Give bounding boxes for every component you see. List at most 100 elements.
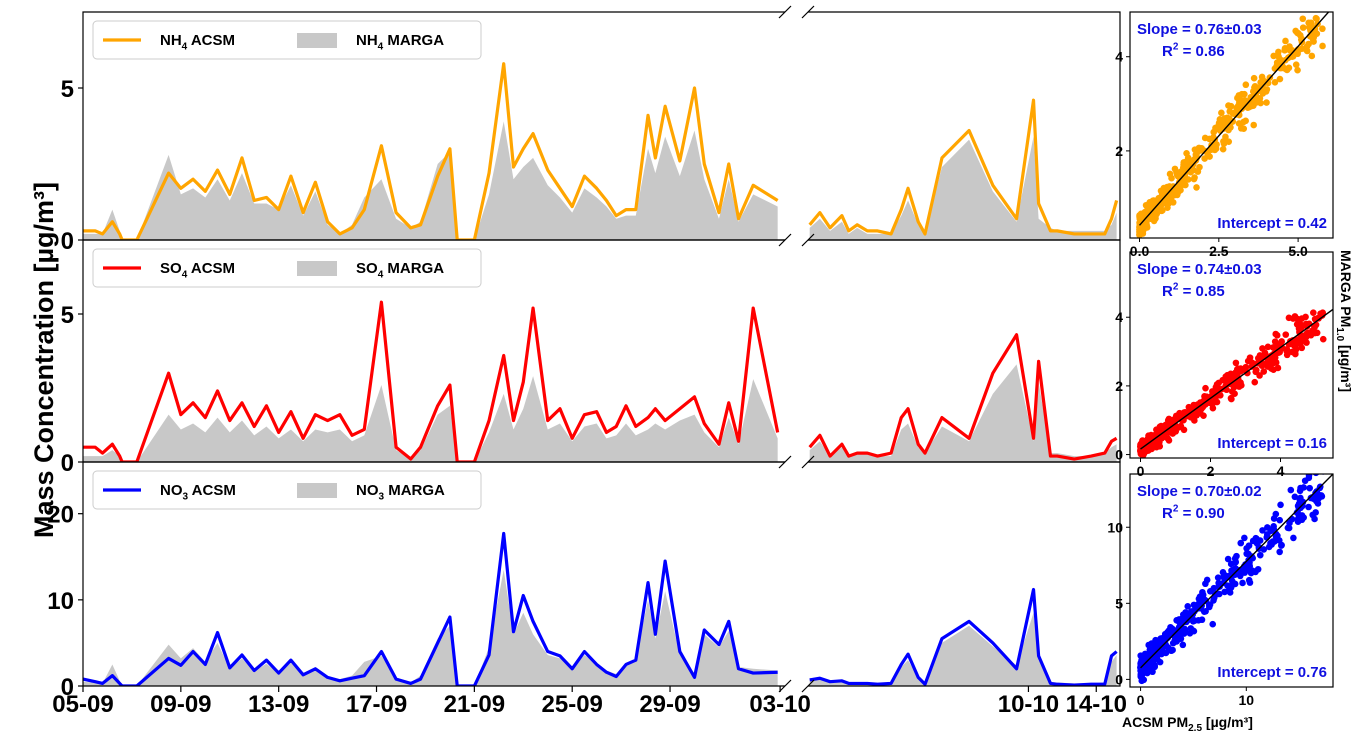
- legend-box: [92, 470, 482, 510]
- marga-area-so4-b: [809, 364, 1117, 462]
- scatter-point: [1314, 500, 1322, 507]
- scatter-y-label: MARGA PM1.0 [µg/m³]: [1334, 250, 1354, 392]
- panel-nh4: 0 5 NH4 ACSM NH4 MARGA: [61, 5, 1121, 255]
- x-tick-label: 09-09: [150, 691, 211, 718]
- legend-box: [92, 20, 482, 60]
- x-tick-label: 14-10: [1066, 691, 1127, 718]
- scatter-point: [1256, 352, 1264, 359]
- scatter-nh4: 0.0 2.5 5.0 2 4 Slope = 0.76±0.03 R2 = 0.86 Int…: [1115, 11, 1334, 259]
- scatter-point: [1219, 145, 1227, 153]
- scatter-point: [1209, 404, 1217, 412]
- scatter-point: [1149, 197, 1157, 204]
- intercept-annotation: Intercept = 0.16: [1217, 435, 1327, 452]
- legend-label-marga: NH4 MARGA: [356, 32, 444, 53]
- scatter-point: [1187, 625, 1195, 632]
- scatter-x-tick-label: 10: [1239, 692, 1255, 708]
- scatter-point: [1203, 393, 1210, 401]
- scatter-point: [1294, 515, 1302, 523]
- scatter-point: [1142, 222, 1149, 229]
- scatter-point: [1275, 53, 1282, 61]
- legend-box: [92, 248, 482, 288]
- scatter-point: [1270, 515, 1278, 522]
- scatter-point: [1237, 101, 1245, 109]
- scatter-point: [1292, 350, 1299, 358]
- scatter-point: [1286, 519, 1293, 527]
- scatter-point: [1155, 643, 1162, 650]
- scatter-point: [1215, 379, 1223, 387]
- scatter-point: [1231, 555, 1239, 562]
- scatter-point: [1203, 576, 1211, 584]
- scatter-point: [1292, 345, 1300, 353]
- scatter-point: [1311, 25, 1319, 33]
- scatter-point: [1319, 25, 1326, 33]
- scatter-point: [1183, 149, 1190, 157]
- scatter-point: [1137, 672, 1145, 679]
- scatter-point: [1146, 662, 1154, 669]
- scatter-x-tick-label: 5.0: [1288, 243, 1308, 259]
- scatter-point: [1287, 486, 1295, 494]
- scatter-point: [1276, 75, 1284, 83]
- slope-annotation: Slope = 0.76±0.03: [1137, 21, 1262, 38]
- fit-line: [1138, 12, 1330, 226]
- marga-area-no3-b: [809, 612, 1117, 686]
- scatter-point: [1237, 539, 1245, 547]
- scatter-point: [1263, 86, 1271, 93]
- scatter-point: [1244, 565, 1252, 573]
- r2-annotation: R2 = 0.86: [1162, 41, 1225, 60]
- frame-right-so4: [808, 239, 1121, 463]
- scatter-point: [1305, 40, 1312, 48]
- scatter-point: [1137, 210, 1145, 218]
- scatter-point: [1224, 114, 1231, 122]
- acsm-line-no3-b: [809, 587, 1118, 686]
- scatter-point: [1181, 172, 1189, 179]
- scatter-point: [1220, 579, 1227, 587]
- frame-left-no3: [82, 461, 785, 687]
- scatter-point: [1175, 181, 1183, 189]
- scatter-point: [1148, 215, 1155, 222]
- scatter-point: [1260, 546, 1268, 553]
- legend-bar-swatch: [297, 33, 337, 48]
- scatter-point: [1137, 652, 1145, 659]
- scatter-point: [1173, 191, 1181, 199]
- scatter-point: [1312, 509, 1319, 516]
- scatter-point: [1158, 424, 1166, 431]
- scatter-point: [1253, 88, 1261, 95]
- scatter-point: [1156, 443, 1164, 450]
- y-tick-label: 5: [61, 76, 74, 103]
- scatter-point: [1187, 608, 1195, 615]
- scatter-point: [1319, 335, 1327, 343]
- panel-so4: 0 5 SO4 ACSM SO4 MARGA: [61, 239, 1121, 477]
- x-tick-label: 29-09: [639, 691, 700, 718]
- scatter-point: [1307, 494, 1315, 502]
- scatter-point: [1196, 163, 1203, 171]
- scatter-frame: [1129, 473, 1334, 688]
- scatter-point: [1290, 534, 1297, 542]
- scatter-point: [1191, 174, 1198, 181]
- date-axis: 05-09 09-09 13-09 17-09 21-09 25-09 29-09 03-10…: [52, 686, 1127, 718]
- scatter-point: [1258, 73, 1266, 81]
- scatter-point: [1200, 412, 1207, 419]
- scatter-point: [1215, 122, 1222, 130]
- scatter-point: [1214, 574, 1222, 581]
- legend-label-acsm: NO3 ACSM: [160, 482, 236, 503]
- scatter-point: [1222, 382, 1229, 390]
- scatter-point: [1169, 199, 1177, 206]
- scatter-point: [1241, 534, 1248, 542]
- scatter-point: [1292, 61, 1300, 68]
- scatter-point: [1273, 332, 1281, 339]
- scatter-point: [1227, 584, 1235, 591]
- scatter-x-tick-label: 4: [1277, 463, 1285, 479]
- x-tick-label: 21-09: [444, 691, 505, 718]
- scatter-x-tick-label: 2: [1207, 463, 1215, 479]
- scatter-point: [1137, 443, 1144, 451]
- scatter-point: [1234, 366, 1242, 374]
- scatter-point: [1174, 172, 1182, 180]
- scatter-point: [1160, 198, 1168, 205]
- scatter-y-tick-label: 10: [1107, 519, 1123, 535]
- scatter-point: [1239, 579, 1246, 587]
- scatter-point: [1285, 314, 1293, 322]
- scatter-point: [1167, 647, 1175, 655]
- scatter-point: [1240, 125, 1248, 133]
- y-tick-label: 0: [61, 674, 74, 701]
- legend-label-acsm: NH4 ACSM: [160, 32, 235, 53]
